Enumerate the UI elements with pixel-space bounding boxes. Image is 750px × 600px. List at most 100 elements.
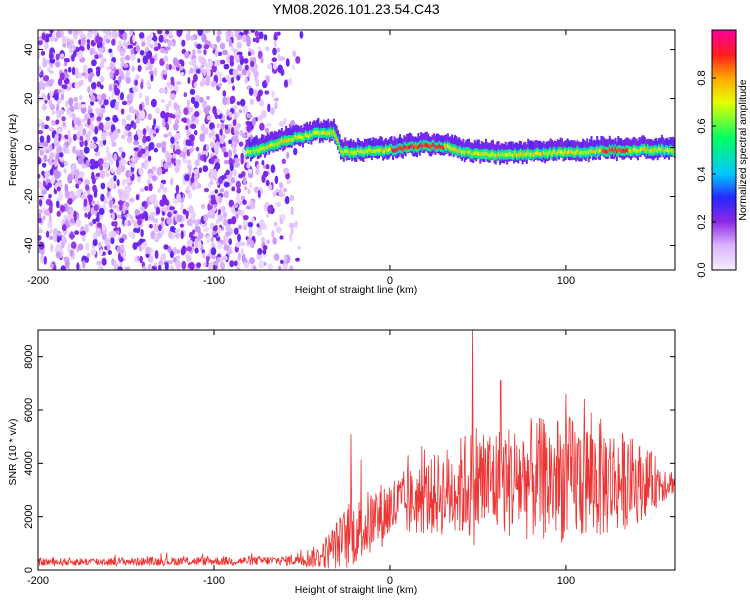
noise-cell [237,252,241,260]
noise-cell [38,217,42,224]
noise-cell [204,62,211,69]
ridge-core [452,147,455,152]
noise-cell [107,96,112,102]
ridge-core [639,147,642,152]
noise-cell [194,129,198,136]
noise-cell [41,189,47,195]
colorbar-strip [712,30,736,33]
ridge-core [380,148,383,152]
noise-cell [134,79,138,86]
noise-cell [123,63,129,68]
colorbar-strip [712,60,736,63]
noise-cell [164,49,169,55]
ridge-core [449,146,452,150]
colorbar-strip [712,42,736,45]
noise-cell [164,115,169,123]
noise-cell [198,167,202,174]
noise-cell [128,105,135,114]
y-tick-label: 0 [23,567,35,573]
noise-cell [76,119,81,127]
noise-cell [61,235,66,242]
ridge-core [479,152,482,157]
noise-cell [250,60,255,68]
colorbar-strip [712,190,736,193]
ridge-core [434,144,437,149]
noise-cell [91,82,97,90]
noise-cell [255,166,260,176]
noise-cell [247,30,251,35]
noise-cell [168,30,173,37]
ridge-core [397,146,400,151]
ridge-core [348,151,351,155]
noise-cell [59,152,64,158]
noise-cell [229,162,234,172]
noise-cell [175,148,181,155]
ridge-core [410,144,413,149]
noise-cell [244,64,249,71]
ridge-core [302,135,304,140]
noise-cell [265,179,270,187]
noise-cell [212,105,217,115]
ridge-core [407,145,410,150]
noise-cell [82,128,87,136]
noise-cell [54,133,59,141]
colorbar-strip [712,244,736,247]
colorbar-strip [712,162,736,165]
ridge-core [561,150,563,154]
noise-cell [228,149,232,159]
noise-cell [112,204,119,209]
noise-cell [160,253,167,261]
noise-cell [96,116,102,122]
noise-cell [170,136,175,144]
noise-cell [77,102,82,110]
ridge-core [245,150,248,155]
noise-cell [249,257,255,265]
x-tick-label: 100 [557,275,575,287]
figure-title: YM08.2026.101.23.54.C43 [272,1,440,17]
noise-cell [111,141,117,147]
noise-cell [143,211,148,218]
noise-cell [227,249,233,255]
noise-cell [190,140,194,147]
noise-cell [193,174,199,182]
noise-cell [239,54,243,60]
noise-cell [80,37,86,47]
x-tick-label: -100 [203,575,225,587]
noise-cell [148,70,155,76]
colorbar-strip [712,56,736,59]
ridge-core [300,135,303,140]
ridge-core [590,148,593,153]
noise-cell [170,143,174,149]
noise-cell [175,228,181,234]
noise-cell [104,124,110,131]
noise-cell [186,99,190,107]
noise-cell [49,30,54,34]
noise-cell [207,68,211,78]
ridge-core [268,144,271,148]
colorbar-strip [712,232,736,235]
noise-cell [210,236,214,243]
noise-cell [57,232,62,237]
noise-cell [73,30,78,36]
noise-cell [42,103,47,111]
noise-cell [221,146,226,153]
noise-cell [219,205,226,213]
noise-cell [64,189,70,199]
ridge-core [500,152,503,157]
ridge-core [475,151,478,156]
noise-cell [60,265,66,270]
colorbar-strip [712,36,736,39]
noise-cell [203,127,209,135]
noise-cell [147,155,152,162]
ridge-core [275,142,278,147]
noise-cell [215,218,220,225]
noise-cell [94,160,99,169]
noise-cell [141,162,146,168]
noise-cell [273,40,278,48]
noise-cell [286,179,292,185]
ridge-core [653,148,656,152]
noise-cell [179,65,184,71]
ridge-core [566,150,569,155]
noise-cell [205,256,211,261]
ridge-core [604,149,607,154]
